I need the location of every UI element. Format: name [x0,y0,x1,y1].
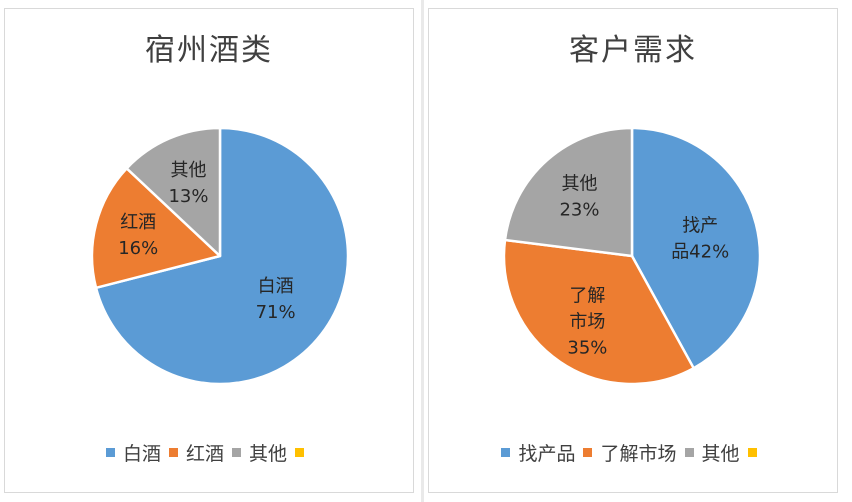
chart-title: 宿州酒类 [145,33,273,68]
data-label-line: 13% [168,186,208,207]
panel-divider [421,0,424,502]
data-label-line: 其他 [562,174,598,195]
data-label: 找产品42% [671,216,729,263]
legend-swatch [747,448,757,457]
chart-panel-customer-demand: 客户需求 找产品42% 了解市场 35% 其他 23% 找产品 了解市场 其他 [428,8,838,493]
pie-slice-找产品 [630,126,762,370]
legend-swatch [501,448,511,457]
pie-slice-红酒 [90,167,222,290]
chart-title: 客户需求 [569,33,697,68]
legend-item: 其他 [684,439,740,466]
pie-slice-了解市场 [502,238,695,386]
data-label-line: 其他 [171,160,207,181]
data-label: 红酒 16% [118,212,158,259]
data-label-line: 市场 [569,312,605,333]
legend-item: 白酒 [105,439,161,466]
legend-swatch [684,448,694,457]
data-label-line: 16% [118,238,158,259]
data-label-line: 了解 [569,286,605,307]
legend-label: 了解市场 [600,443,677,465]
data-label: 白酒 71% [256,276,296,323]
legend-label: 其他 [701,443,740,465]
data-label-line: 71% [256,302,296,323]
legend-swatch [105,448,115,457]
pie-chart-liquor: 白酒 71% 红酒 16% 其他 13% [90,126,350,386]
pie-slice-其他 [503,126,634,258]
legend-item: 找产品 [501,439,575,466]
data-label-line: 白酒 [258,276,294,297]
data-label-line: 品42% [671,242,729,263]
data-label: 其他 13% [168,160,208,207]
data-label: 了解市场 35% [567,286,607,359]
pie-slice-其他 [125,126,222,258]
legend-label: 找产品 [518,443,576,465]
legend-item: 了解市场 [583,439,677,466]
chart-panel-liquor: 宿州酒类 白酒 71% 红酒 16% 其他 13% 白酒 红酒 其他 [4,8,414,493]
pie-chart-customer-demand: 找产品42% 了解市场 35% 其他 23% [502,126,762,386]
legend-swatch [295,448,305,457]
legend-label: 白酒 [122,443,161,465]
legend-label: 其他 [249,443,288,465]
chart-legend: 白酒 红酒 其他 [5,439,413,466]
data-label-line: 23% [559,200,599,221]
pie-slice-白酒 [94,126,350,386]
data-label-line: 红酒 [120,212,156,233]
legend-swatch [232,448,241,457]
legend-item: 其他 [232,439,287,466]
legend-item: 红酒 [168,439,224,466]
legend-label: 红酒 [185,443,224,465]
legend-item [295,443,312,465]
legend-item [747,443,765,465]
chart-legend: 找产品 了解市场 其他 [429,439,837,466]
legend-swatch [583,448,593,457]
legend-swatch [168,448,178,457]
data-label: 其他 23% [559,174,599,221]
data-label-line: 35% [567,338,607,359]
data-label-line: 找产 [682,216,718,237]
